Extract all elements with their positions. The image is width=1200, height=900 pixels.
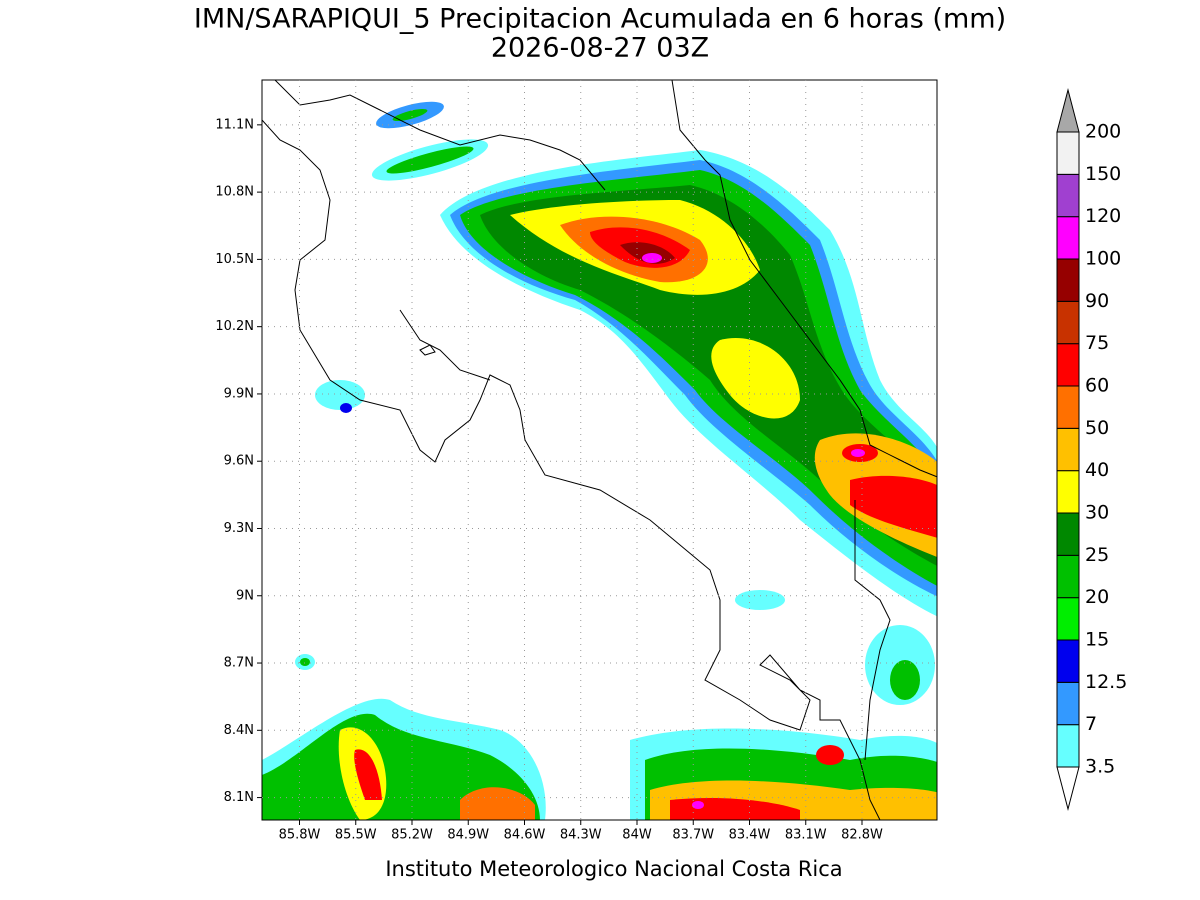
colorbar-box [1056, 173, 1080, 218]
colorbar-label: 40 [1085, 459, 1109, 481]
colorbar-box [1056, 300, 1080, 345]
colorbar-box [1056, 639, 1080, 683]
lon-tick-label: 85.8W [279, 828, 321, 843]
colorbar-box [1056, 597, 1080, 641]
colorbar-box [1056, 131, 1080, 175]
subtitle: 2026-08-27 03Z [491, 33, 709, 64]
colorbar-box [1056, 258, 1080, 302]
colorbar-box [1056, 427, 1080, 472]
colorbar-under [1056, 766, 1080, 811]
colorbar-label: 7 [1085, 713, 1097, 735]
lon-tick-label: 84W [622, 828, 652, 843]
colorbar-label: 12.5 [1085, 671, 1127, 693]
colorbar-box [1056, 681, 1080, 726]
lon-tick-label: 84.9W [447, 828, 489, 843]
colorbar-label: 3.5 [1085, 756, 1115, 778]
footer: Instituto Meteorologico Nacional Costa R… [385, 857, 842, 881]
precip-field [262, 80, 937, 820]
lat-tick-label: 8.7N [224, 656, 254, 671]
lat-tick-label: 10.5N [215, 252, 254, 267]
colorbar-label: 30 [1085, 502, 1109, 524]
lon-tick-label: 82.8W [841, 828, 883, 843]
colorbar-label: 75 [1085, 332, 1109, 354]
colorbar-box [1056, 512, 1080, 556]
lat-tick-label: 8.4N [224, 723, 254, 738]
lat-tick-label: 10.8N [215, 185, 254, 200]
lon-tick-label: 83.7W [672, 828, 714, 843]
title: IMN/SARAPIQUI_5 Precipitacion Acumulada … [194, 4, 1006, 35]
lon-tick-label: 85.5W [335, 828, 377, 843]
lon-tick-label: 83.1W [785, 828, 827, 843]
colorbar-box [1056, 385, 1080, 429]
colorbar-box [1056, 724, 1080, 768]
lat-tick-label: 10.2N [215, 319, 254, 334]
lat-tick-label: 9.6N [224, 454, 254, 469]
lat-tick-label: 9.3N [224, 521, 254, 536]
colorbar-label: 200 [1085, 121, 1121, 143]
colorbar-box [1056, 554, 1080, 599]
colorbar-label: 50 [1085, 417, 1109, 439]
colorbar-over [1056, 88, 1080, 133]
lat-tick-label: 9N [236, 588, 254, 603]
colorbar-label: 120 [1085, 205, 1121, 227]
colorbar-box [1056, 216, 1080, 260]
lat-tick-label: 8.1N [224, 790, 254, 805]
lon-tick-label: 85.2W [391, 828, 433, 843]
lat-tick-label: 9.9N [224, 386, 254, 401]
colorbar-label: 20 [1085, 586, 1109, 608]
colorbar-label: 60 [1085, 375, 1109, 397]
colorbar-box [1056, 343, 1080, 387]
colorbar-box [1056, 470, 1080, 514]
colorbar-label: 90 [1085, 290, 1109, 312]
colorbar-label: 25 [1085, 544, 1109, 566]
lon-tick-label: 84.3W [560, 828, 602, 843]
colorbar-label: 15 [1085, 629, 1109, 651]
lon-tick-label: 83.4W [729, 828, 771, 843]
lon-tick-label: 84.6W [504, 828, 546, 843]
map-frame [261, 79, 938, 821]
lat-tick-label: 11.1N [215, 117, 254, 132]
colorbar-label: 100 [1085, 248, 1121, 270]
colorbar-label: 150 [1085, 163, 1121, 185]
